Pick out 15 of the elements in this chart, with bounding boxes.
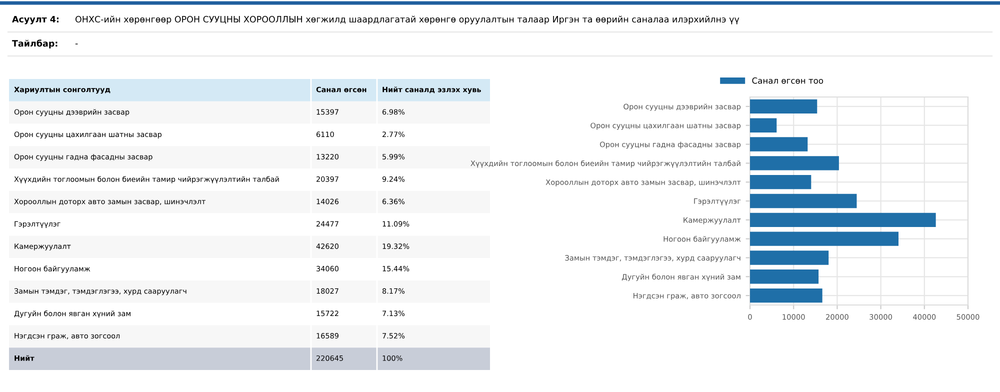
bar — [750, 270, 819, 284]
legend-label: Санал өгсөн тоо — [752, 77, 824, 84]
bar — [750, 288, 822, 303]
bar — [750, 175, 812, 190]
text: ОНХС-ийн хөрөнгөөр ОРОН СУУЦНЫ ХОРООЛЛЫН хөгжилд шаардлагатай хөрөнгө оруулалтын талаар Иргэн та өөрийн саналаа илэрхийлнэ үү — [75, 16, 740, 24]
bar — [750, 194, 857, 208]
bar — [750, 137, 808, 152]
bar — [750, 212, 936, 227]
bar — [750, 232, 898, 246]
bar — [750, 99, 818, 114]
text: Тайлбар: — [12, 40, 58, 48]
text: Асуулт 4: — [12, 16, 58, 24]
bar — [750, 118, 777, 132]
bar — [750, 156, 839, 170]
bar — [750, 250, 829, 265]
